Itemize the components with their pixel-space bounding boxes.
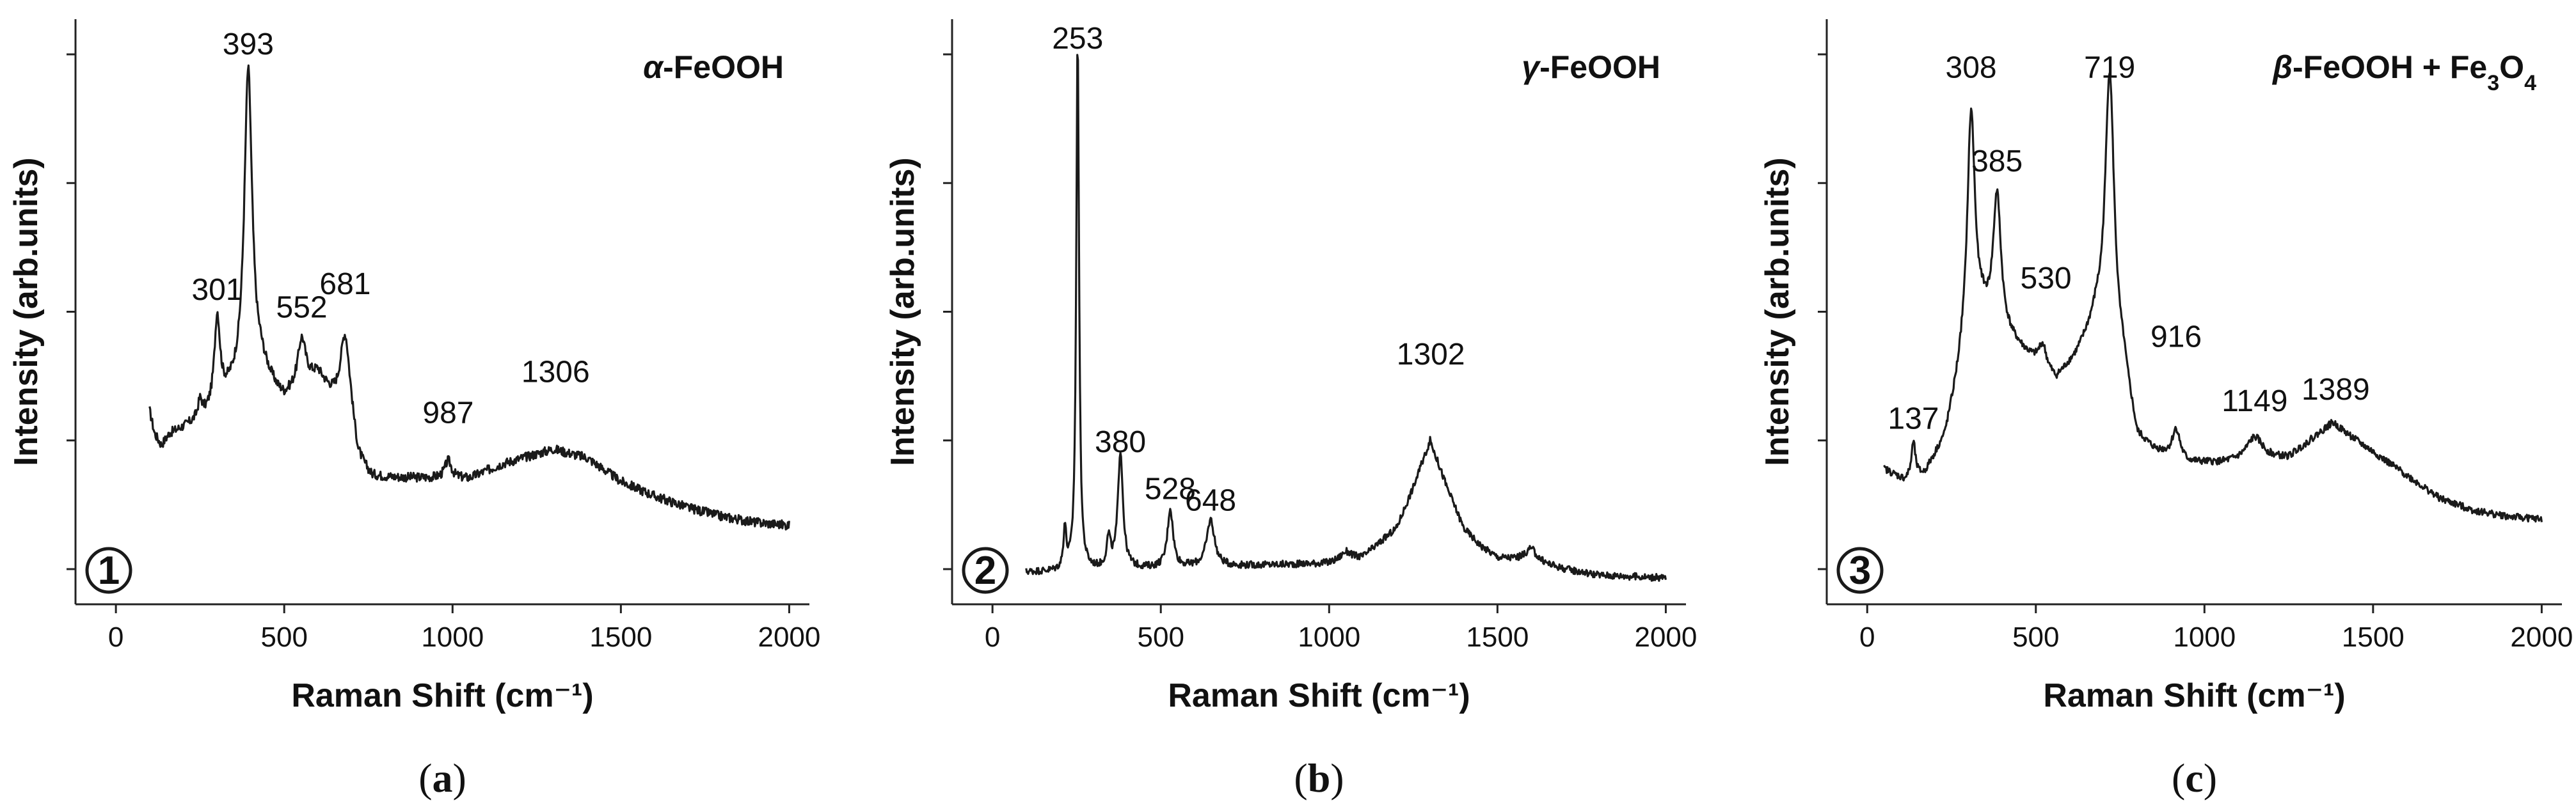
peak-label-137: 137	[1888, 402, 1939, 436]
panel-letter: b	[1308, 755, 1331, 801]
panel-b: 0 500 1000 1500 2000 Raman Shift (cm⁻¹) Intens…	[884, 19, 1697, 801]
spectrum-line	[1025, 54, 1667, 582]
y-axis-label: Intensity (arb.units)	[1759, 157, 1796, 466]
x-tick-label: 1000	[421, 622, 484, 653]
x-axis-label: Raman Shift (cm⁻¹)	[291, 677, 593, 714]
peak-label-380: 380	[1095, 425, 1146, 459]
x-axis-label: Raman Shift (cm⁻¹)	[2043, 677, 2345, 714]
x-tick-label: 1500	[2342, 622, 2405, 653]
x-tick-label: 0	[108, 622, 123, 653]
peak-label-552: 552	[276, 291, 328, 325]
peak-label-385: 385	[1971, 145, 2023, 178]
x-tick-label: 500	[2012, 622, 2059, 653]
peak-label-301: 301	[191, 273, 242, 307]
y-axis-label: Intensity (arb.units)	[8, 157, 45, 466]
circled-number	[962, 547, 1009, 594]
spectrum-line	[1883, 71, 2543, 523]
compound-title: β-FeOOH + Fe3O4	[2271, 49, 2536, 95]
x-tick-label: 1000	[2173, 622, 2236, 653]
circled-number	[85, 547, 132, 594]
spectrum-line	[148, 64, 790, 531]
peak-label-308: 308	[1946, 51, 1997, 85]
x-tick-label: 0	[1859, 622, 1875, 653]
peak-label-648: 648	[1185, 484, 1236, 518]
x-tick-label: 500	[1138, 622, 1184, 653]
x-tick-label: 2000	[758, 622, 820, 653]
peak-label-530: 530	[2021, 262, 2072, 295]
x-tick-label: 1500	[589, 622, 652, 653]
panel-c: 0 500 1000 1500 2000 Raman Shift (cm⁻¹) Intens…	[1759, 19, 2573, 801]
compound-title: α-FeOOH	[643, 49, 784, 85]
panel-caption: (c)	[2172, 755, 2217, 801]
x-tick-label: 1000	[1298, 622, 1360, 653]
peak-label-1306: 1306	[521, 355, 590, 389]
panel-number: 1	[98, 549, 120, 593]
y-axis-label: Intensity (arb.units)	[884, 157, 921, 466]
x-tick-label: 500	[261, 622, 308, 653]
panel-letter: a	[433, 755, 453, 801]
peak-label-681: 681	[319, 267, 370, 301]
x-tick-label: 2000	[1634, 622, 1697, 653]
peak-label-1302: 1302	[1397, 338, 1465, 372]
panel-number: 2	[974, 549, 996, 593]
peak-label-528: 528	[1145, 472, 1196, 506]
peak-label-393: 393	[223, 27, 274, 61]
panel-letter: c	[2185, 755, 2203, 801]
peak-label-253: 253	[1052, 22, 1103, 56]
compound-title: γ-FeOOH	[1522, 49, 1660, 85]
peak-label-719: 719	[2084, 51, 2135, 85]
peak-label-916: 916	[2151, 320, 2202, 354]
circled-number	[1836, 547, 1884, 594]
peak-label-987: 987	[422, 396, 473, 430]
panel-caption: (a)	[418, 755, 466, 801]
x-axis-label: Raman Shift (cm⁻¹)	[1168, 677, 1470, 714]
x-tick-label: 1500	[1466, 622, 1529, 653]
panel-a: 0 500 1000 1500 2000 Raman Shift (cm⁻¹) Intens…	[8, 19, 820, 801]
peak-label-1389: 1389	[2302, 373, 2370, 407]
panel-caption: (b)	[1294, 755, 1344, 801]
peak-label-1149: 1149	[2222, 384, 2287, 418]
x-tick-label: 2000	[2510, 622, 2573, 653]
panel-number: 3	[1849, 549, 1871, 593]
x-tick-label: 0	[985, 622, 1000, 653]
